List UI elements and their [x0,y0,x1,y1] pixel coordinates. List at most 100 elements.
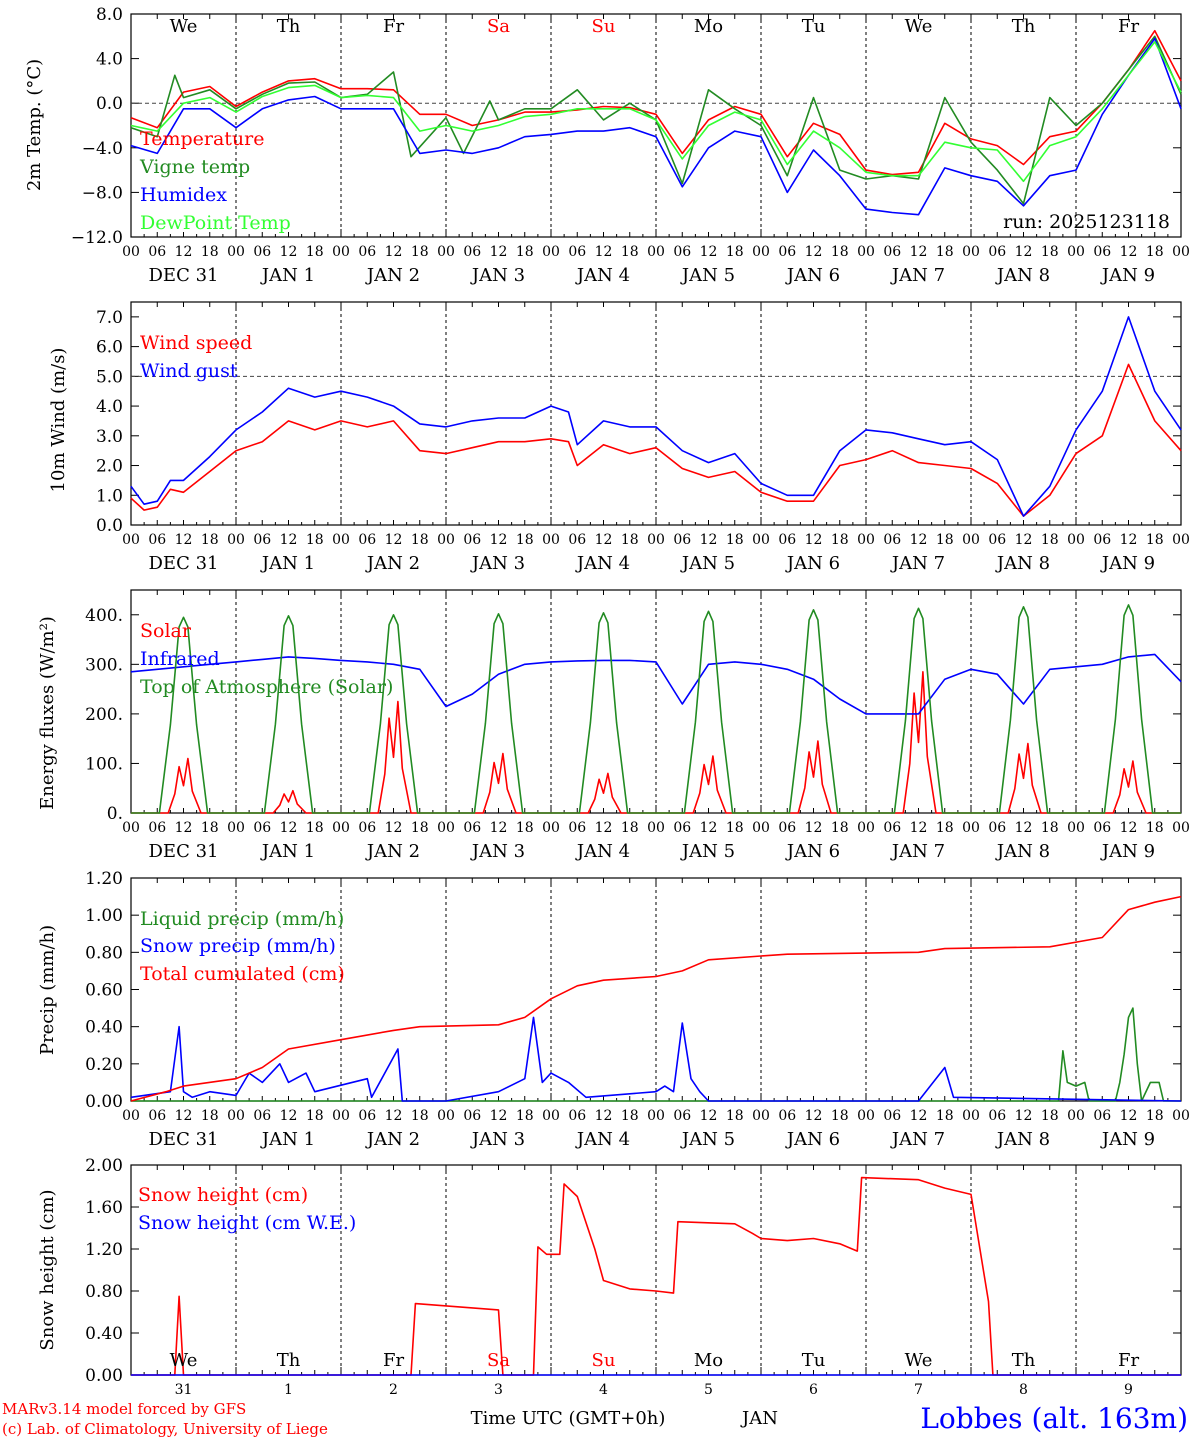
energy-hour-label: 18 [1146,820,1164,836]
precip-date-label: JAN 9 [1100,1129,1155,1150]
energy-hour-label: 06 [253,820,271,836]
energy-hour-label: 06 [1093,820,1111,836]
precip-hour-label: 12 [1015,1108,1033,1124]
energy-date-label: JAN 7 [890,841,945,862]
temperature-hour-label: 00 [647,244,665,260]
wind-date-label: DEC 31 [149,553,219,574]
energy-ytick-label: 200. [85,705,123,725]
temperature-hour-label: 00 [1172,244,1190,260]
precip-hour-label: 00 [1172,1108,1190,1124]
energy-ytick-label: 300. [85,655,123,675]
snow-weekday-label: We [170,1350,198,1371]
precip-date-label: JAN 1 [260,1129,315,1150]
precip-date-label: JAN 4 [575,1129,630,1150]
precip-hour-label: 12 [700,1108,718,1124]
snow-weekday-label: Tu [802,1350,826,1371]
wind-hour-label: 06 [673,532,691,548]
temperature-date-label: JAN 1 [260,265,315,286]
temperature-hour-label: 00 [227,244,245,260]
energy-hour-label: 18 [201,820,219,836]
legend-precip: Liquid precip (mm/h) Snow precip (mm/h) … [140,908,345,985]
temperature-date-label: JAN 8 [995,265,1050,286]
wind-hour-label: 06 [463,532,481,548]
temperature-hour-label: 06 [673,244,691,260]
temperature-hour-label: 06 [778,244,796,260]
wind-hour-label: 06 [358,532,376,548]
panel-energy: 0. 100. 200. 300. 400. 00 06 12 18 DEC 31 00 06 12 18… [85,589,1190,862]
energy-date-label: JAN 3 [470,841,525,862]
precip-ytick-label: 0.20 [85,1055,123,1075]
wind-hour-label: 06 [883,532,901,548]
legend-infrared-label: Infrared [140,648,220,670]
temperature-hour-label: 12 [1015,244,1033,260]
wind-date-label: JAN 6 [785,553,840,574]
energy-ytick-label: 400. [85,606,123,626]
xaxis-title: Time UTC (GMT+0h) [471,1408,666,1429]
energy-hour-label: 12 [175,820,193,836]
temperature-hour-label: 06 [988,244,1006,260]
precip-hour-label: 00 [752,1108,770,1124]
temperature-series-temperature [130,29,1182,176]
legend-humidex-label: Humidex [140,184,227,206]
wind-hour-label: 06 [568,532,586,548]
precip-hour-label: 06 [253,1108,271,1124]
temperature-date-label: DEC 31 [149,265,219,286]
snow-series-snow-height-cm- [131,1176,1181,1376]
wind-date-label: JAN 3 [470,553,525,574]
snow-weekday-label: Fr [383,1350,404,1371]
temperature-ytick-label: 0.0 [96,94,123,114]
precip-hour-label: 12 [805,1108,823,1124]
snow-day-number: 9 [1124,1382,1133,1398]
temperature-hour-label: 18 [516,244,534,260]
legend-snowprecip-label: Snow precip (mm/h) [140,935,336,957]
wind-hour-label: 18 [201,532,219,548]
wind-date-label: JAN 5 [680,553,735,574]
snow-ytick-label: 2.00 [85,1156,123,1176]
temperature-hour-label: 12 [1120,244,1138,260]
temperature-weekday-label: Su [592,16,616,37]
energy-hour-label: 06 [988,820,1006,836]
energy-hour-label: 00 [227,820,245,836]
temperature-hour-label: 06 [1093,244,1111,260]
temperature-hour-label: 18 [831,244,849,260]
precip-hour-label: 00 [227,1108,245,1124]
precip-hour-label: 06 [778,1108,796,1124]
temperature-ytick-label: −12.0 [71,228,123,248]
legend-cumulated-label: Total cumulated (cm) [140,963,345,985]
temperature-hour-label: 00 [1067,244,1085,260]
legend-wind-speed-label: Wind speed [140,332,252,354]
precip-hour-label: 18 [936,1108,954,1124]
temperature-date-label: JAN 9 [1100,265,1155,286]
temperature-date-label: JAN 3 [470,265,525,286]
precip-hour-label: 00 [647,1108,665,1124]
station-label: Lobbes (alt. 163m) [920,1402,1188,1435]
energy-hour-label: 00 [647,820,665,836]
precip-hour-label: 12 [175,1108,193,1124]
energy-hour-label: 18 [411,820,429,836]
snow-day-number: 2 [389,1382,398,1398]
energy-hour-label: 18 [1041,820,1059,836]
wind-date-label: JAN 8 [995,553,1050,574]
snow-weekday-label: We [905,1350,933,1371]
wind-hour-label: 00 [962,532,980,548]
temperature-hour-label: 00 [542,244,560,260]
precip-hour-label: 06 [568,1108,586,1124]
energy-hour-label: 12 [1120,820,1138,836]
precip-ytick-label: 0.60 [85,981,123,1001]
temperature-hour-label: 00 [857,244,875,260]
temperature-weekday-label: Th [277,16,301,37]
wind-hour-label: 12 [1120,532,1138,548]
precip-hour-label: 00 [1067,1108,1085,1124]
temperature-date-label: JAN 7 [890,265,945,286]
energy-hour-label: 00 [1067,820,1085,836]
snow-ytick-label: 0.80 [85,1282,123,1302]
precip-hour-label: 00 [962,1108,980,1124]
snow-ytick-label: 0.40 [85,1324,123,1344]
ylabel-snow: Snow height (cm) [37,1189,58,1350]
energy-hour-label: 06 [358,820,376,836]
snow-day-number: 8 [1019,1382,1028,1398]
temperature-weekday-label: Fr [1118,16,1139,37]
snow-day-number: 7 [914,1382,923,1398]
